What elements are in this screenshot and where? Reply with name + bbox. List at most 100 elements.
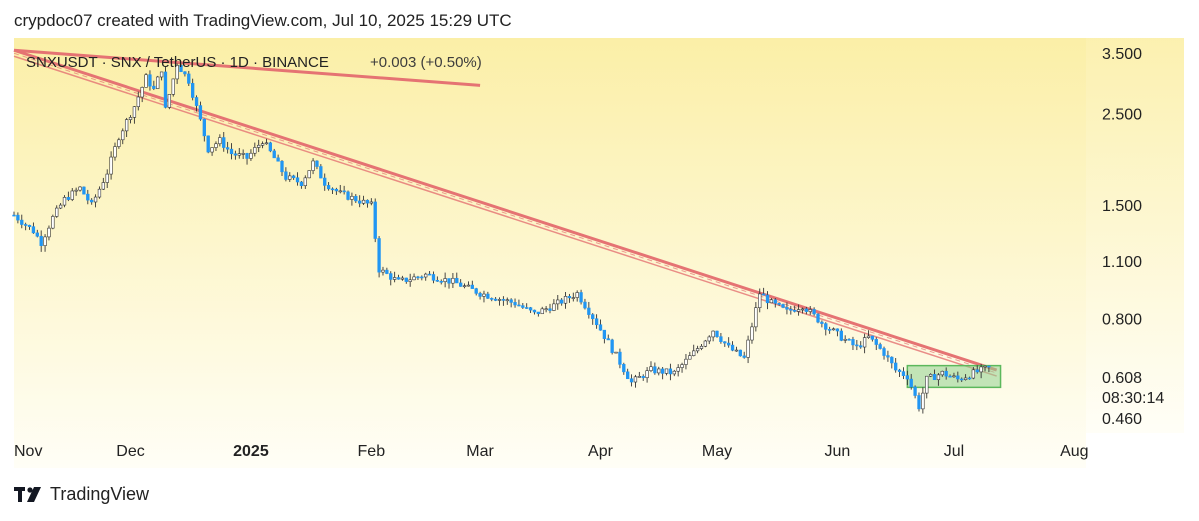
candle-body (909, 378, 913, 388)
candle-body (206, 135, 210, 153)
candle (765, 291, 770, 310)
candle-body (773, 299, 777, 304)
candle (664, 368, 669, 376)
price-scale-background[interactable] (1086, 38, 1184, 433)
candle (218, 134, 222, 147)
candle-body (482, 293, 486, 297)
candle (975, 365, 979, 374)
candle-body (222, 137, 226, 148)
candle (27, 224, 32, 230)
candle (482, 290, 486, 303)
price-chart[interactable]: 3.500 2.500 1.500 1.100 0.800 0.460 Nov Dec 202… (0, 38, 1199, 470)
candle-body (796, 309, 801, 312)
candle-body (462, 285, 467, 288)
candle-body (152, 85, 156, 89)
candle-body (723, 341, 727, 344)
candle (602, 329, 607, 344)
candle (932, 369, 937, 381)
candle (505, 297, 509, 305)
candle-body (295, 177, 300, 183)
candle (536, 311, 541, 317)
candle (389, 271, 393, 286)
candle (295, 172, 300, 186)
candle-body (983, 365, 987, 368)
candle (761, 287, 766, 296)
trendline-0[interactable] (13, 48, 998, 372)
candle (738, 349, 742, 357)
candle-body (575, 292, 579, 298)
candle-body (928, 374, 933, 377)
candle (824, 322, 828, 336)
candle-body (552, 303, 556, 311)
candle-body (493, 298, 498, 301)
candle (684, 354, 688, 370)
candle-body (750, 326, 754, 341)
candle (897, 368, 902, 377)
candle-body (264, 142, 269, 145)
candle-body (233, 153, 238, 156)
candle-body (23, 224, 28, 226)
candle (152, 80, 156, 91)
candle-body (742, 355, 746, 358)
candle-body (676, 367, 680, 372)
candle (509, 298, 513, 308)
candle-body (847, 338, 851, 341)
chart-header: crypdoc07 created with TradingView.com, … (14, 11, 512, 30)
candle-body (272, 150, 276, 159)
candle (676, 364, 680, 377)
candle-body (633, 376, 638, 383)
candle (439, 279, 443, 285)
candle (746, 335, 750, 364)
candle-body (447, 278, 451, 284)
candle (711, 330, 715, 342)
candle (963, 374, 968, 381)
candle (288, 172, 292, 182)
candle-body (392, 277, 397, 280)
trendline-1[interactable] (13, 48, 481, 87)
candle (334, 187, 339, 195)
candle-body (140, 87, 144, 98)
candle (587, 301, 591, 319)
candle-body (532, 309, 537, 313)
y-tick-label: 1.100 (1102, 254, 1142, 271)
candle-body (439, 280, 443, 283)
candle (497, 297, 502, 306)
candle (23, 222, 28, 231)
candle-body (517, 304, 521, 307)
trendline-channel-lower[interactable] (13, 55, 997, 377)
candle (241, 149, 245, 159)
candle (649, 361, 653, 373)
candle-body (812, 309, 816, 315)
candle (657, 366, 661, 376)
price-axis[interactable]: 3.500 2.500 1.500 1.100 0.800 0.460 (1102, 46, 1142, 428)
candle (416, 275, 420, 280)
candle-body (855, 344, 859, 347)
candle (820, 320, 824, 328)
candle (637, 371, 641, 378)
candle-body (839, 330, 843, 341)
candle (124, 117, 129, 137)
candle (229, 143, 234, 160)
candle (35, 229, 39, 238)
candle (264, 138, 269, 145)
chart-legend[interactable]: SNXUSDT · SNX / TetherUS · 1D · BINANCE … (26, 54, 482, 71)
candle (109, 151, 113, 180)
candle (827, 326, 832, 334)
candle-body (684, 358, 688, 365)
candle-body (74, 189, 78, 192)
time-axis[interactable]: Nov Dec 2025 Feb Mar Apr May Jun Jul Aug (14, 443, 1089, 460)
candle (800, 307, 805, 314)
candle-body (16, 214, 20, 221)
candle-body (288, 175, 292, 180)
candle-body (940, 370, 944, 376)
footer-brand: TradingView (50, 484, 150, 504)
candle (39, 230, 43, 252)
candle (222, 131, 226, 152)
candle-body (688, 355, 692, 360)
candle-body (594, 318, 599, 326)
candle-body (734, 349, 739, 352)
candle-body (874, 339, 878, 345)
tradingview-logo-icon (14, 486, 41, 502)
candle-body (738, 349, 742, 357)
candle-body (408, 279, 412, 282)
